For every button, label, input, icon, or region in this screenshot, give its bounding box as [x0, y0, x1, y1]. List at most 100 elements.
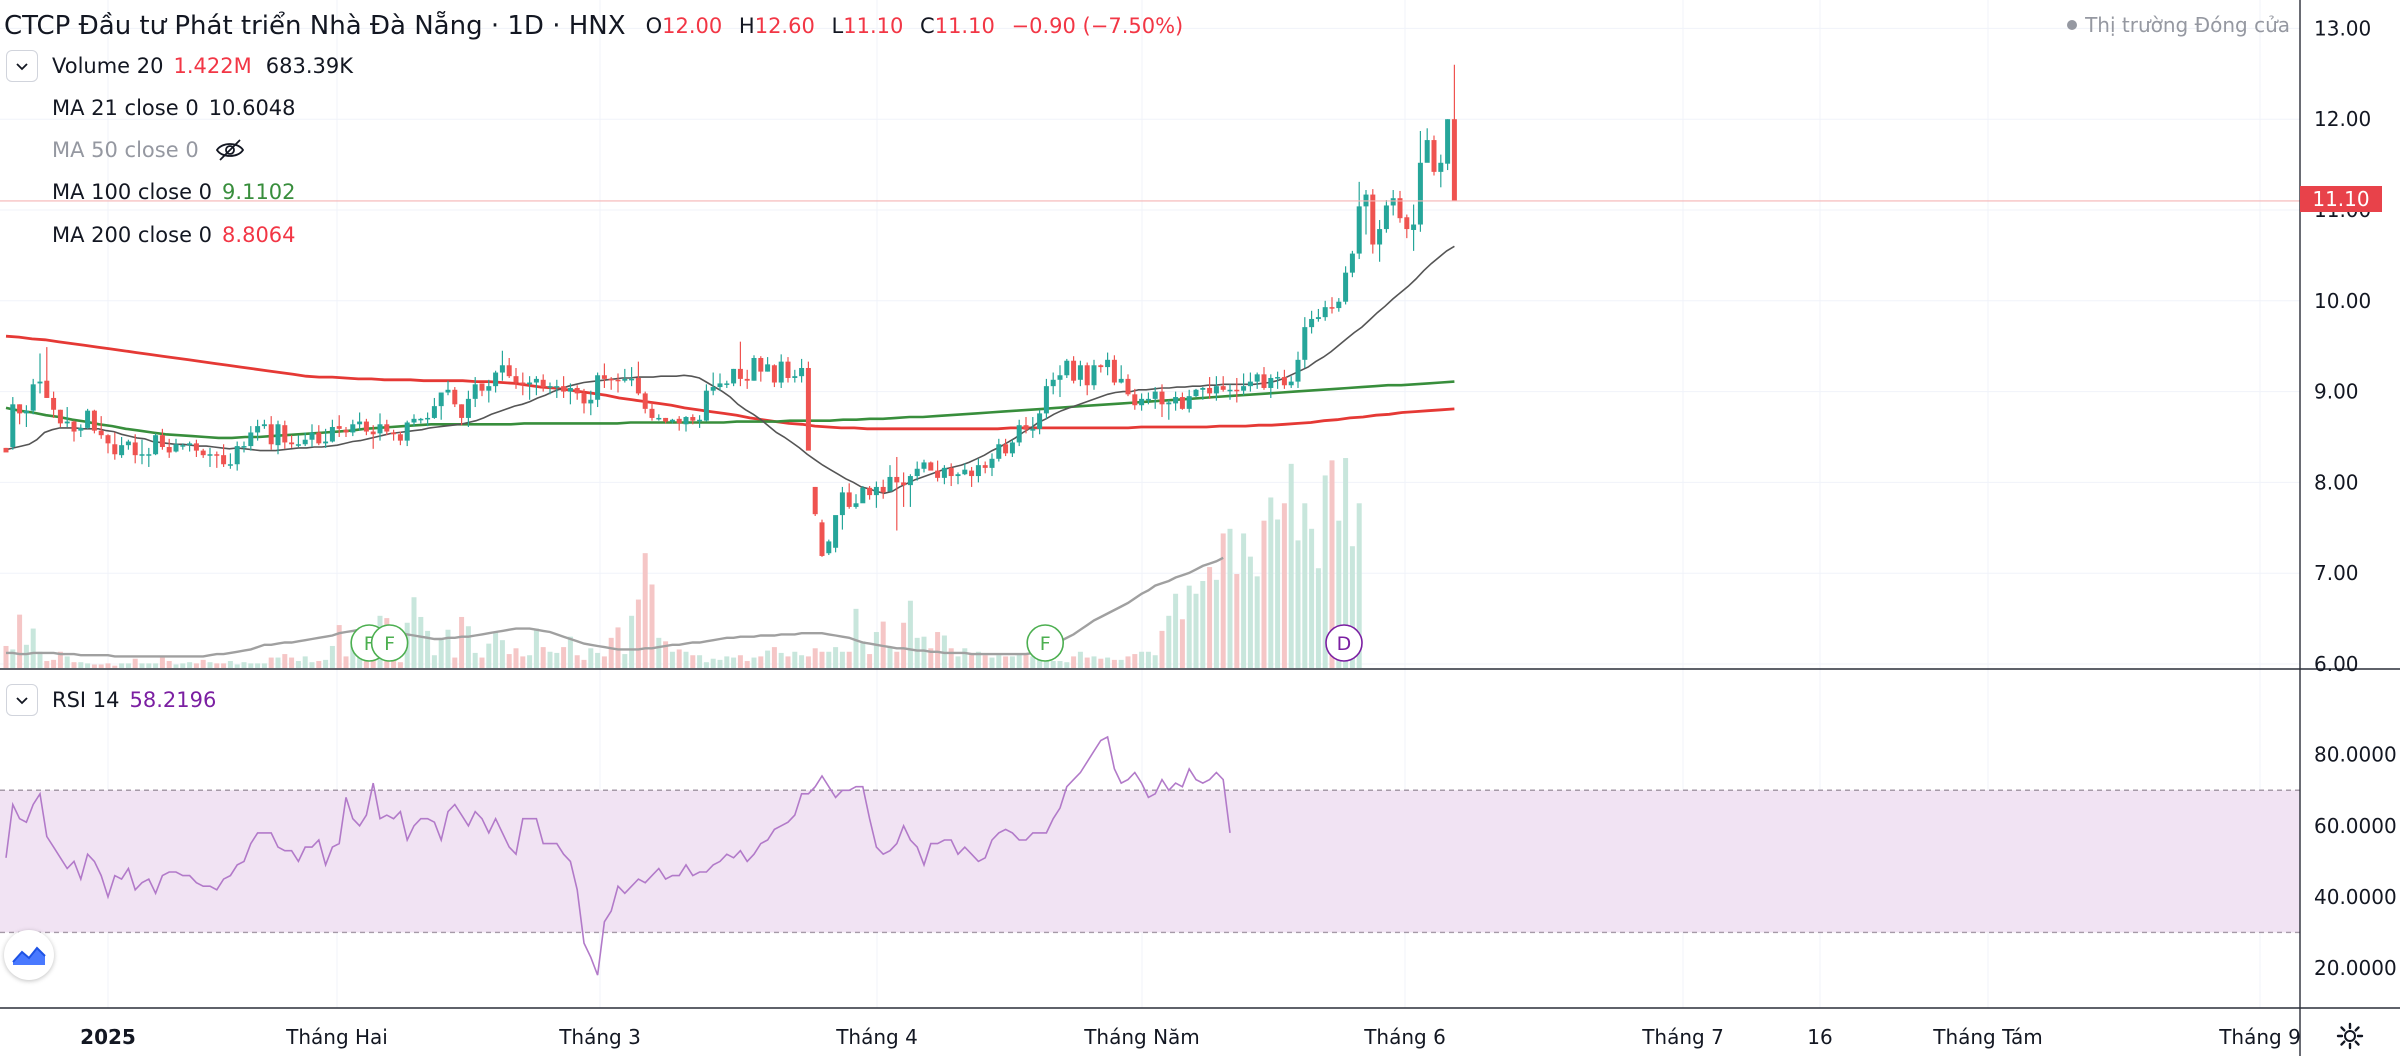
chevron-down-icon	[16, 697, 28, 705]
volume-bar	[540, 647, 546, 668]
candle-body	[214, 454, 220, 456]
volume-bar	[792, 651, 798, 668]
gear-icon[interactable]	[2332, 1018, 2368, 1054]
candle-body	[472, 384, 478, 399]
candle-body	[1370, 194, 1376, 245]
candle-body	[153, 435, 159, 455]
candle-body	[132, 442, 138, 456]
volume-bar	[758, 656, 764, 668]
candle-body	[839, 492, 845, 516]
candle-body	[1152, 391, 1158, 399]
volume-bar	[649, 584, 655, 668]
legend-volume[interactable]: Volume 20 1.422M 683.39K	[52, 49, 367, 83]
volume-bar	[1016, 654, 1022, 668]
volume-bar	[1159, 630, 1165, 668]
volume-bar	[1281, 503, 1287, 668]
candle-body	[1302, 327, 1308, 360]
tradingview-logo-icon[interactable]	[4, 930, 54, 980]
volume-bar	[547, 651, 553, 668]
candle-body	[588, 399, 594, 404]
legend-ma200[interactable]: MA 200 close 0 8.8064	[52, 218, 310, 252]
candle-body	[601, 375, 607, 379]
candle-body	[812, 486, 818, 515]
symbol-title[interactable]: CTCP Đầu tư Phát triển Nhà Đà Nẵng · 1D …	[4, 11, 626, 41]
volume-bar	[1234, 574, 1240, 668]
volume-bar	[703, 662, 709, 668]
candle-body	[907, 476, 913, 486]
legend-rsi[interactable]: RSI 14 58.2196	[52, 683, 230, 717]
legend-ma50[interactable]: MA 50 close 0	[52, 133, 245, 167]
volume-bar	[894, 651, 900, 668]
candle-body	[1016, 425, 1022, 443]
candle-body	[887, 476, 893, 492]
candle-body	[561, 386, 567, 392]
volume-bar	[44, 661, 50, 668]
volume-bar	[241, 662, 247, 668]
volume-bar	[567, 636, 573, 668]
candle-body	[833, 515, 839, 548]
volume-bar	[819, 651, 825, 668]
candle-body	[826, 541, 832, 554]
candle-body	[1050, 379, 1056, 387]
candle-body	[323, 441, 329, 444]
volume-bar	[119, 663, 125, 668]
candle-body	[431, 406, 437, 418]
ma100-name: MA 100 close 0	[52, 180, 213, 204]
eye-off-icon[interactable]	[215, 138, 245, 162]
candle-body	[1098, 365, 1104, 368]
candle-body	[1261, 374, 1267, 388]
volume-bar	[737, 655, 743, 668]
candle-body	[513, 376, 519, 383]
market-status[interactable]: Thị trường Đóng cửa	[2067, 13, 2290, 37]
candle-body	[227, 464, 233, 466]
volume-bar	[166, 661, 172, 668]
chart-header: CTCP Đầu tư Phát triển Nhà Đà Nẵng · 1D …	[4, 6, 1193, 46]
volume-bar	[982, 655, 988, 668]
candle-body	[438, 392, 444, 407]
candle-body	[1193, 389, 1199, 397]
candle-body	[1064, 360, 1070, 376]
volume-bar	[581, 659, 587, 668]
candle-body	[928, 462, 934, 471]
candle-body	[792, 376, 798, 378]
volume-bar	[921, 636, 927, 668]
candle-body	[1057, 375, 1063, 380]
candle-body	[1071, 360, 1077, 381]
candle-body	[765, 364, 771, 372]
volume-bar	[1043, 657, 1049, 668]
legend-ma21[interactable]: MA 21 close 0 10.6048	[52, 91, 310, 125]
candle-body	[819, 522, 825, 556]
ohlc-readout: O12.00 H12.60 L11.10 C11.10 −0.90 (−7.50…	[646, 14, 1194, 38]
candle-body	[1404, 217, 1410, 230]
volume-bar	[887, 647, 893, 668]
volume-bar	[214, 663, 220, 668]
candle-body	[547, 386, 553, 388]
legend-ma100[interactable]: MA 100 close 0 9.1102	[52, 175, 310, 209]
candle-body	[1173, 397, 1179, 404]
candle-body	[506, 365, 512, 377]
volume-bar	[1139, 651, 1145, 668]
candle-body	[1322, 307, 1328, 318]
time-tick-label: Tháng 7	[1641, 1025, 1724, 1049]
candle-body	[37, 381, 43, 384]
low-value: 11.10	[843, 14, 904, 38]
candle-body	[962, 469, 968, 475]
volume-bar	[860, 641, 866, 668]
candle-body	[996, 444, 1002, 459]
volume-bar	[221, 663, 227, 668]
volume-ma-line	[6, 556, 1224, 658]
candle-body	[418, 418, 424, 421]
candle-body	[1105, 359, 1111, 368]
volume-bar	[472, 652, 478, 668]
collapse-legend-button[interactable]	[6, 50, 38, 82]
volume-bar	[465, 626, 471, 668]
candle-body	[57, 409, 63, 424]
collapse-rsi-button[interactable]	[6, 684, 38, 716]
candle-body	[3, 447, 9, 453]
price-tick-label: 8.00	[2314, 470, 2359, 494]
candle-body	[737, 368, 743, 379]
volume-ma-value: 683.39K	[265, 54, 354, 78]
volume-bar	[17, 614, 23, 668]
time-tick-label: Tháng Hai	[285, 1025, 388, 1049]
